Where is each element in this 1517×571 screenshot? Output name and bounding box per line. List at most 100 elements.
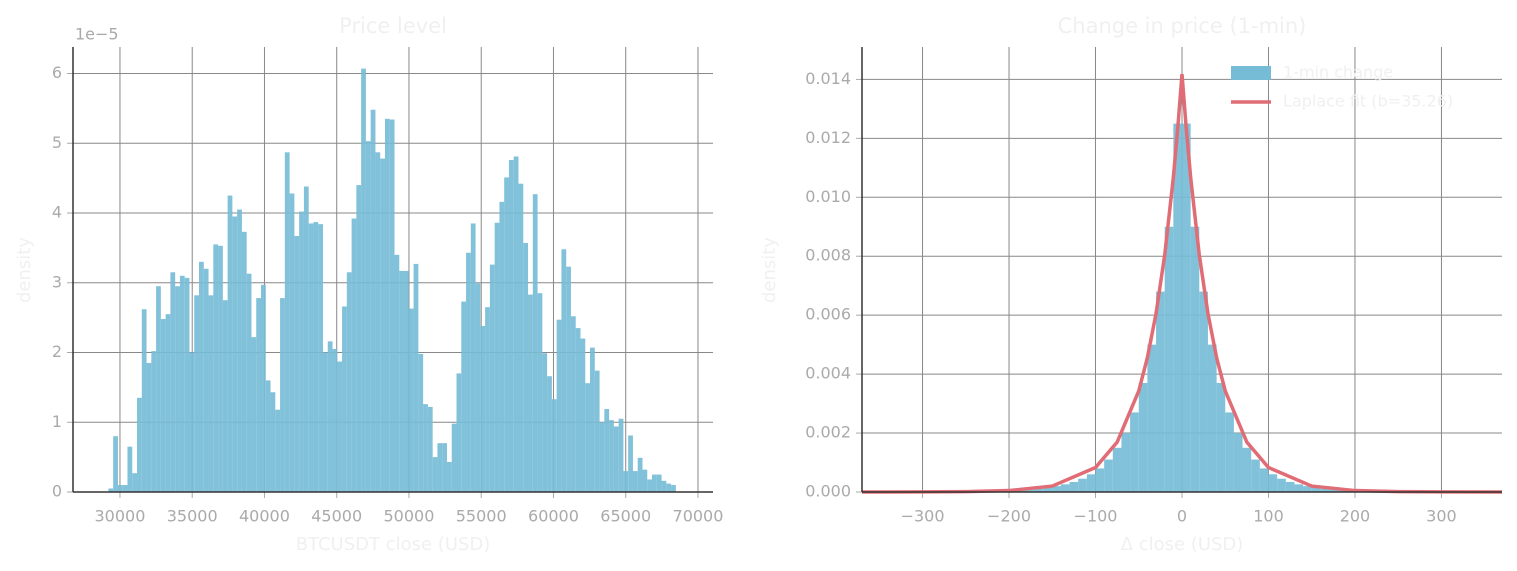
histogram-bar: [1233, 433, 1243, 492]
histogram-bar: [199, 261, 204, 492]
histogram-bar: [1329, 489, 1338, 492]
y-tick-label: 3: [52, 272, 62, 291]
histogram-bar: [1017, 490, 1027, 492]
offset-label: 1e−5: [75, 25, 119, 44]
histogram-bar: [342, 306, 347, 492]
x-axis-label: BTCUSDT close (USD): [296, 534, 491, 555]
histogram-bar: [108, 488, 114, 492]
y-axis-label: density: [14, 237, 35, 303]
histogram-bar: [1294, 484, 1304, 492]
histogram-bar: [1112, 447, 1122, 492]
x-axis-label: Δ close (USD): [1121, 534, 1244, 555]
histogram-bar: [475, 283, 481, 492]
histogram-bar: [1130, 412, 1139, 492]
histogram-bar: [251, 337, 257, 492]
histogram-bar: [423, 404, 428, 492]
histogram-bar: [1164, 226, 1174, 492]
histogram-bar: [532, 194, 538, 493]
x-tick-label: −300: [901, 507, 945, 526]
histogram-bar: [1060, 484, 1070, 492]
histogram-bar: [628, 435, 633, 492]
histogram-bar: [137, 397, 142, 492]
histogram-bar: [322, 352, 328, 492]
fit-line: [861, 73, 1503, 494]
histogram-bar: [504, 177, 509, 492]
histogram-bar: [337, 361, 343, 492]
histogram-bar: [237, 209, 242, 492]
histogram-bar: [1147, 344, 1157, 492]
histogram-bar: [327, 341, 333, 492]
histogram-bar: [666, 483, 672, 492]
histogram-bar: [384, 118, 390, 493]
legend-label: Laplace fit (b=35.26): [1283, 92, 1453, 111]
histogram-bar: [580, 338, 586, 492]
histogram-bar: [518, 183, 524, 492]
y-tick-label: 5: [52, 133, 62, 152]
histogram-bar: [1086, 474, 1096, 492]
histogram-bar: [1173, 123, 1182, 493]
histogram-bar: [432, 457, 438, 492]
histogram-bar: [365, 141, 371, 492]
histogram-bar: [661, 480, 667, 492]
histogram-bar: [294, 236, 300, 492]
histogram-bar: [499, 201, 505, 492]
histogram-bar: [1052, 486, 1061, 492]
chart-title: Change in price (1-min): [1058, 14, 1307, 38]
x-tick-label: 60000: [528, 507, 579, 526]
histogram-bar: [556, 319, 562, 492]
histogram-bar: [146, 362, 152, 492]
histogram-bar: [609, 420, 614, 492]
x-tick-label: 65000: [600, 507, 651, 526]
y-tick-label: 0.014: [805, 69, 851, 88]
histogram-bar: [189, 352, 195, 492]
histogram-bar: [1121, 433, 1131, 492]
histogram-bar: [122, 485, 128, 492]
histogram-bar: [1026, 489, 1035, 492]
histogram-bar: [442, 443, 447, 492]
histogram-bar: [594, 370, 600, 492]
chart-title: Price level: [339, 14, 447, 38]
histogram-bar: [194, 295, 200, 492]
histogram-bar: [141, 309, 147, 492]
histogram-bar: [542, 353, 548, 492]
y-tick-label: 0.012: [805, 128, 851, 147]
histogram-bar: [537, 293, 543, 492]
histogram-bar: [256, 298, 261, 492]
histogram-bar: [623, 471, 629, 492]
histogram-bar: [346, 272, 352, 492]
histogram-bar: [590, 347, 595, 492]
histogram-bar: [485, 307, 490, 492]
histogram-bar: [289, 193, 295, 492]
histogram-bar: [451, 423, 457, 492]
x-tick-label: 30000: [95, 507, 146, 526]
histogram-bar: [399, 270, 405, 492]
histogram-bar: [466, 252, 471, 492]
histogram-bar: [1043, 487, 1053, 492]
histogram-bar: [246, 273, 252, 492]
histogram-bar: [318, 224, 323, 492]
histogram-bar: [270, 392, 276, 492]
histogram-bar: [303, 186, 309, 493]
histogram-bar: [613, 426, 619, 492]
histogram-bar: [389, 119, 395, 492]
histogram-bar: [184, 277, 190, 492]
histogram-bar: [222, 300, 228, 492]
x-tick-label: 100: [1253, 507, 1284, 526]
histogram-bar: [299, 211, 304, 492]
histogram-bar: [508, 159, 514, 493]
histogram-bar: [1182, 123, 1191, 493]
histogram-bar: [117, 485, 123, 492]
histogram-bar: [113, 436, 118, 492]
y-tick-label: 1: [52, 412, 62, 431]
histogram-bar: [332, 349, 338, 492]
histogram-bar: [404, 270, 409, 492]
histogram-bar: [1138, 382, 1148, 492]
histogram-bar: [284, 152, 290, 492]
x-tick-label: 300: [1426, 507, 1457, 526]
histogram-bar: [1277, 478, 1286, 492]
histogram-bar: [652, 474, 657, 492]
histogram-bar: [361, 68, 366, 492]
histogram-bar: [227, 195, 233, 492]
histogram-bar: [1285, 481, 1295, 492]
histogram-bar: [618, 418, 624, 492]
